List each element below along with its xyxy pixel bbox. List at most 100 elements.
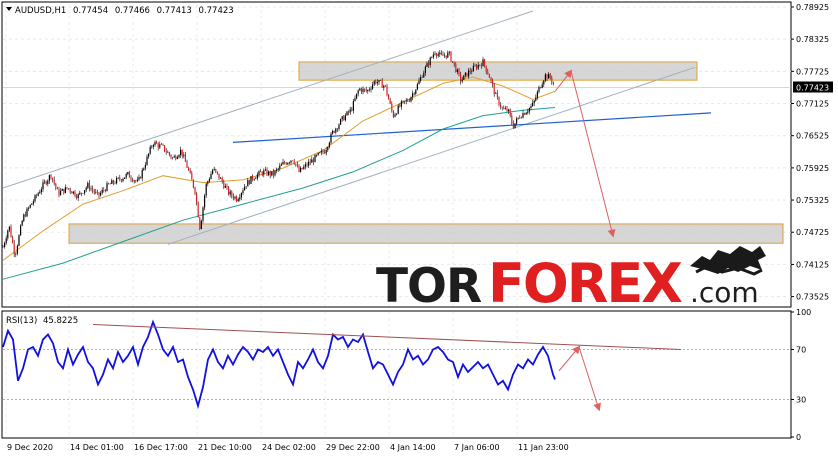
candle-body — [455, 64, 457, 72]
candle-body — [338, 124, 340, 129]
candle-body — [272, 171, 274, 176]
candle-body — [194, 187, 196, 194]
candle-body — [448, 51, 450, 53]
candle-body — [333, 130, 335, 133]
price-tick-label: 0.78925 — [796, 3, 829, 12]
candle-body — [436, 53, 438, 56]
candle-body — [141, 169, 143, 179]
candle-body — [420, 77, 422, 81]
candle-body — [50, 175, 52, 178]
candle-body — [5, 238, 7, 243]
candle-body — [364, 88, 366, 90]
candles-layer — [2, 49, 554, 258]
candle-body — [226, 186, 228, 188]
sr-zone — [298, 61, 698, 81]
candle-body — [375, 80, 377, 84]
candle-body — [87, 182, 89, 188]
candle-body — [132, 179, 134, 182]
candle-body — [277, 168, 279, 170]
candle-body — [362, 88, 364, 92]
candle-body — [192, 179, 194, 188]
candle-body — [236, 196, 238, 202]
candle-body — [551, 77, 553, 82]
candle-body — [538, 87, 540, 92]
candle-body — [7, 230, 9, 239]
candle-body — [471, 71, 473, 72]
time-tick-label: 9 Dec 2020 — [7, 443, 53, 452]
candle-body — [181, 149, 183, 156]
candle-body — [365, 89, 367, 92]
candle-body — [239, 197, 241, 200]
candle-body — [13, 242, 15, 255]
candle-body — [263, 170, 265, 175]
candle-body — [480, 64, 482, 67]
candle-body — [268, 171, 270, 176]
candle-body — [484, 59, 486, 66]
candle-body — [143, 168, 145, 170]
ma-layer — [2, 76, 556, 280]
rsi-tick-label: 0 — [796, 433, 801, 442]
candle-body — [509, 109, 511, 116]
rsi-grid — [3, 312, 791, 437]
candle-body — [439, 52, 441, 55]
candle-body — [285, 163, 287, 165]
candle-body — [111, 180, 113, 184]
time-tick-label: 4 Jan 14:00 — [390, 443, 436, 452]
candle-body — [474, 65, 476, 67]
candle-body — [421, 77, 423, 78]
candle-body — [340, 119, 342, 125]
candle-body — [77, 194, 79, 199]
candle-body — [120, 179, 122, 181]
candle-body — [445, 55, 447, 58]
candle-body — [450, 51, 452, 62]
low-value: 0.77413 — [157, 6, 192, 16]
price-tick-label: 0.78325 — [796, 35, 829, 44]
time-tick-label: 14 Dec 01:00 — [70, 443, 124, 452]
candle-body — [44, 181, 46, 183]
candle-body — [287, 162, 289, 165]
candle-body — [114, 183, 116, 184]
candle-body — [405, 100, 407, 102]
candle-body — [92, 188, 94, 191]
candle-body — [535, 97, 537, 101]
candle-body — [469, 70, 471, 72]
candle-body — [460, 73, 462, 82]
candle-body — [389, 99, 391, 104]
rsi-value: 45.8225 — [43, 316, 78, 326]
candle-body — [135, 180, 137, 182]
candle-body — [440, 52, 442, 55]
candle-body — [71, 191, 73, 194]
candle-body — [23, 214, 25, 221]
candle-body — [66, 187, 68, 189]
high-value: 0.77466 — [115, 6, 150, 16]
candle-body — [26, 208, 28, 217]
candle-body — [300, 167, 302, 172]
candle-body — [157, 143, 159, 148]
candle-body — [255, 178, 257, 180]
candle-body — [325, 149, 327, 154]
candle-body — [501, 107, 503, 108]
candle-body — [165, 151, 167, 153]
candle-body — [63, 188, 65, 193]
candle-body — [256, 174, 258, 179]
candle-body — [16, 245, 18, 254]
candle-body — [400, 101, 402, 107]
candle-body — [199, 217, 201, 230]
candle-body — [68, 188, 70, 190]
time-tick-label: 21 Dec 10:00 — [198, 443, 252, 452]
rsi-header: RSI(13) 45.8225 — [6, 316, 78, 326]
candle-body — [240, 192, 242, 198]
candle-body — [498, 97, 500, 105]
candle-body — [330, 133, 332, 143]
time-axis: 9 Dec 2020 14 Dec 01:00 16 Dec 17:00 21 Dec… — [7, 443, 569, 452]
candle-body — [186, 161, 188, 168]
candle-body — [424, 66, 426, 73]
candle-body — [218, 173, 220, 179]
candle-body — [221, 177, 223, 182]
candle-body — [308, 161, 310, 166]
candle-body — [98, 192, 100, 196]
candle-body — [311, 159, 313, 163]
candle-body — [344, 115, 346, 121]
candle-body — [458, 69, 460, 74]
candle-body — [410, 97, 412, 102]
